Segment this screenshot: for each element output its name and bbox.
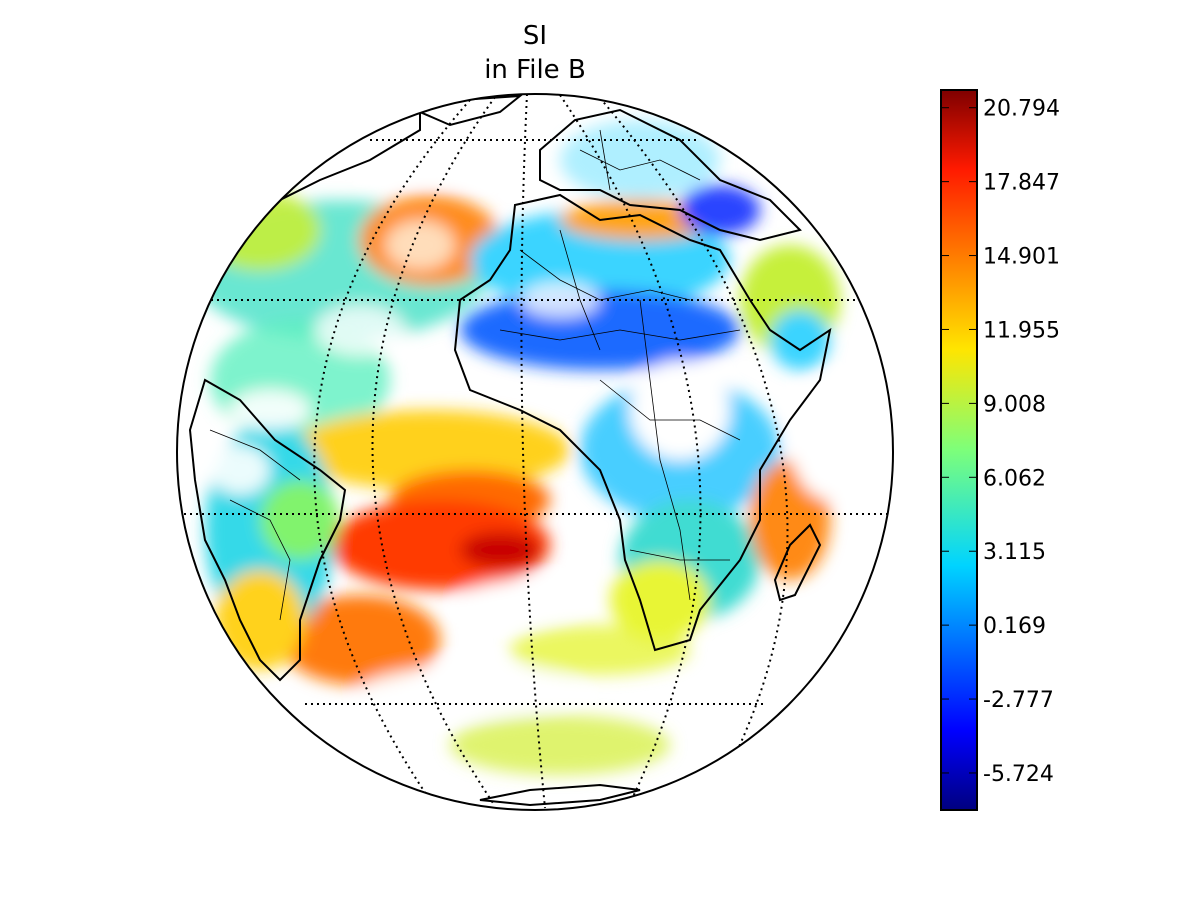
gap-mid-atlantic: [315, 305, 405, 355]
border-north-africa-1: [519, 249, 691, 301]
field-southern-africa-yellow: [610, 560, 710, 640]
colorbar-tick-label: -5.724: [983, 762, 1054, 787]
gap-north-atlantic: [385, 220, 455, 270]
border-southern-africa: [629, 549, 730, 561]
globe-outline: [176, 93, 894, 811]
colorbar-tick-label: 14.901: [983, 245, 1060, 270]
globe: [176, 93, 894, 811]
gap-south-atlantic: [460, 580, 580, 620]
meridian-east: [559, 94, 702, 804]
border-north-africa-2: [559, 229, 601, 351]
border-south-america-1: [209, 429, 301, 481]
gap-north-polar: [350, 120, 530, 180]
map-title-line1: SI: [523, 21, 547, 51]
field-south-orange: [280, 595, 440, 685]
coast-africa: [453, 193, 832, 652]
coast-antarctica: [479, 783, 641, 807]
border-europe-1: [579, 149, 701, 181]
meridian-center: [520, 94, 546, 809]
colorbar-tick-label: 17.847: [983, 171, 1060, 196]
meridian-west-far: [313, 99, 471, 801]
border-europe-2: [599, 129, 611, 191]
field-south-america-yellow: [215, 570, 305, 670]
gap-indian-ocean: [790, 380, 870, 500]
colorbar-frame: [940, 89, 978, 811]
colorbar-tick-label: 6.062: [983, 466, 1046, 491]
colorbar: 20.794 17.847 14.901 11.955 9.008 6.062 3.115 0…: [940, 89, 1060, 811]
gap-amazon: [210, 445, 270, 495]
colorbar-tick-label: 11.955: [983, 318, 1060, 343]
coast-south-america: [188, 378, 347, 682]
coast-madagascar: [773, 523, 822, 602]
field-arabia-cyan: [770, 310, 830, 370]
colorbar-tick-label: -2.777: [983, 688, 1054, 713]
colorbar-tick-label: 9.008: [983, 392, 1046, 417]
colorbar-fill: [941, 90, 977, 810]
border-south-america-2: [229, 499, 291, 621]
field-equatorial-yellow: [290, 410, 570, 490]
colorbar-tick-label: 3.115: [983, 540, 1046, 565]
colorbar-ticks: 20.794 17.847 14.901 11.955 9.008 6.062 3.115 0…: [941, 97, 1060, 787]
colorbar-tick-label: 0.169: [983, 614, 1046, 639]
border-sahel: [499, 329, 741, 341]
map-title-line2: in File B: [484, 55, 586, 85]
field-north-atlantic-yellow: [200, 190, 320, 270]
gap-south: [360, 665, 580, 715]
colorbar-tick-label: 20.794: [983, 97, 1060, 122]
border-central-africa: [599, 379, 741, 441]
field-south-atlantic-darkred: [460, 532, 540, 568]
meridian-west: [371, 96, 496, 807]
field-far-south-yellow: [450, 715, 670, 775]
meridian-east-far: [599, 97, 789, 786]
gap-central-africa: [630, 360, 730, 460]
country-borders: [209, 129, 741, 621]
border-africa-vertical: [639, 299, 691, 601]
coastlines: [188, 94, 832, 807]
coast-europe: [539, 108, 802, 242]
gap-west-atlantic: [230, 390, 310, 430]
field-brazil-green: [260, 480, 340, 560]
graticule: [178, 94, 892, 809]
field-middle-east-blue: [680, 185, 760, 235]
